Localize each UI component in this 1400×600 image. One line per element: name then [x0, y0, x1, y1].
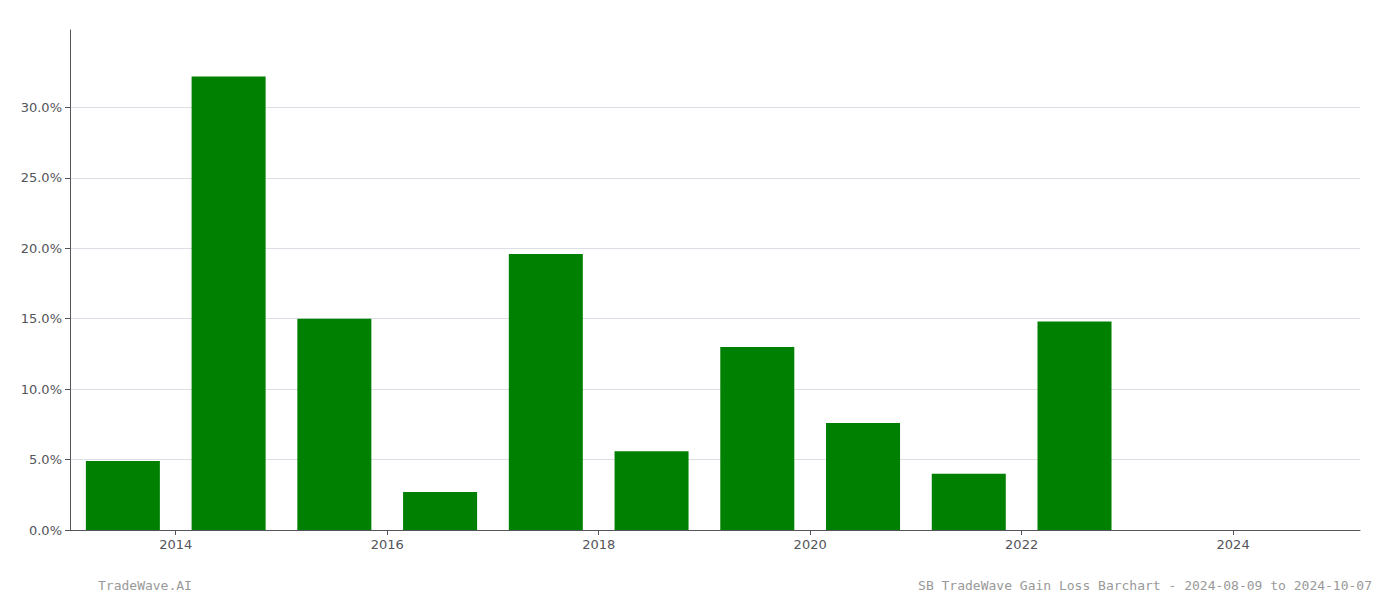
svg-text:SB TradeWave Gain Loss Barchar: SB TradeWave Gain Loss Barchart - 2024-0… — [918, 578, 1372, 593]
svg-text:25.0%: 25.0% — [21, 170, 62, 185]
svg-text:10.0%: 10.0% — [21, 382, 62, 397]
svg-text:5.0%: 5.0% — [29, 452, 62, 467]
svg-text:2022: 2022 — [1005, 537, 1038, 552]
svg-text:2016: 2016 — [371, 537, 404, 552]
svg-text:30.0%: 30.0% — [21, 100, 62, 115]
svg-text:2020: 2020 — [794, 537, 827, 552]
svg-text:0.0%: 0.0% — [29, 523, 62, 538]
svg-text:TradeWave.AI: TradeWave.AI — [98, 578, 192, 593]
svg-text:20.0%: 20.0% — [21, 241, 62, 256]
svg-text:2018: 2018 — [582, 537, 615, 552]
svg-text:2014: 2014 — [159, 537, 192, 552]
svg-text:2024: 2024 — [1217, 537, 1250, 552]
svg-text:15.0%: 15.0% — [21, 311, 62, 326]
